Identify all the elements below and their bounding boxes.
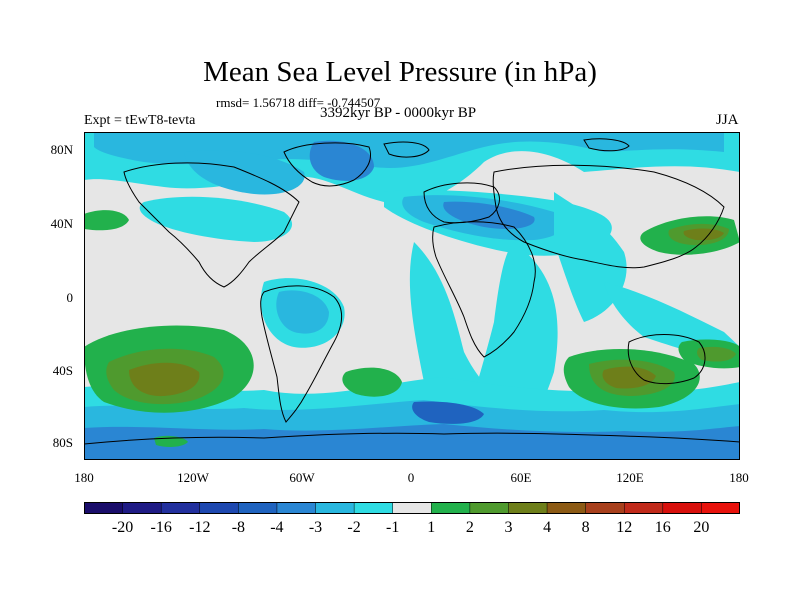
- pressure-anomaly-map: [84, 132, 740, 460]
- colorbar-cell: [276, 502, 317, 514]
- rmsd-diff-stats: rmsd= 1.56718 diff= -0.744507: [216, 95, 381, 110]
- lon-label-120w: 120W: [177, 470, 209, 485]
- lat-label-80n: 80N: [50, 142, 73, 157]
- colorbar-cell: [662, 502, 703, 514]
- colorbar-cell: [122, 502, 162, 514]
- lon-label-180w: 180: [74, 470, 94, 485]
- lon-label-60e: 60E: [510, 470, 532, 485]
- colorbar-label: -16: [150, 519, 172, 536]
- colorbar-cell: [315, 502, 355, 514]
- colorbar-label: -2: [347, 519, 361, 536]
- lat-label-0: 0: [66, 290, 74, 305]
- colorbar-label: 16: [654, 519, 671, 536]
- colorbar-cell: [392, 502, 433, 514]
- colorbar-cell: [585, 502, 625, 514]
- colorbar-label: 2: [465, 519, 474, 536]
- colorbar-label: 4: [543, 519, 552, 536]
- colorbar-cell: [160, 502, 201, 514]
- lat-label-40s: 40S: [52, 363, 73, 378]
- colorbar-label: -8: [231, 519, 246, 536]
- colorbar-cell: [623, 502, 664, 514]
- lon-label-60w: 60W: [289, 470, 315, 485]
- colorbar-label: 20: [693, 519, 710, 536]
- period-label: 3392kyr BP - 0000kyr BP: [320, 105, 477, 121]
- colorbar-label: -4: [270, 519, 284, 536]
- colorbar-label: -1: [386, 519, 400, 536]
- colorbar-label: -12: [189, 519, 211, 536]
- lat-label-40n: 40N: [50, 216, 73, 231]
- season-label: JJA: [716, 112, 739, 128]
- colorbar-cell: [508, 502, 548, 514]
- lon-label-0: 0: [407, 470, 415, 485]
- lon-label-120e: 120E: [616, 470, 644, 485]
- colorbar-label: -20: [111, 519, 134, 536]
- lat-label-80s: 80S: [52, 435, 73, 450]
- coastlines: [84, 138, 740, 445]
- colorbar-label: 8: [581, 519, 590, 536]
- colorbar: [84, 502, 740, 514]
- experiment-label: Expt = tEwT8-tevta: [84, 113, 196, 128]
- colorbar-label: 3: [504, 519, 513, 536]
- colorbar-cell: [353, 502, 394, 514]
- colorbar-label: 1: [427, 519, 436, 536]
- colorbar-cell: [701, 502, 740, 514]
- colorbar-label: -3: [308, 519, 323, 536]
- positive-anomaly-layer: [84, 210, 740, 447]
- negative-anomaly-layer: [84, 132, 740, 460]
- colorbar-label: 12: [616, 519, 633, 536]
- map-title: Mean Sea Level Pressure (in hPa): [203, 56, 597, 88]
- colorbar-cell: [84, 502, 124, 514]
- colorbar-cell: [431, 502, 471, 514]
- colorbar-cell: [469, 502, 510, 514]
- lon-label-180e: 180: [729, 470, 749, 485]
- map-frame: [84, 132, 740, 460]
- colorbar-cell: [546, 502, 587, 514]
- colorbar-cell: [238, 502, 278, 514]
- colorbar-cell: [199, 502, 240, 514]
